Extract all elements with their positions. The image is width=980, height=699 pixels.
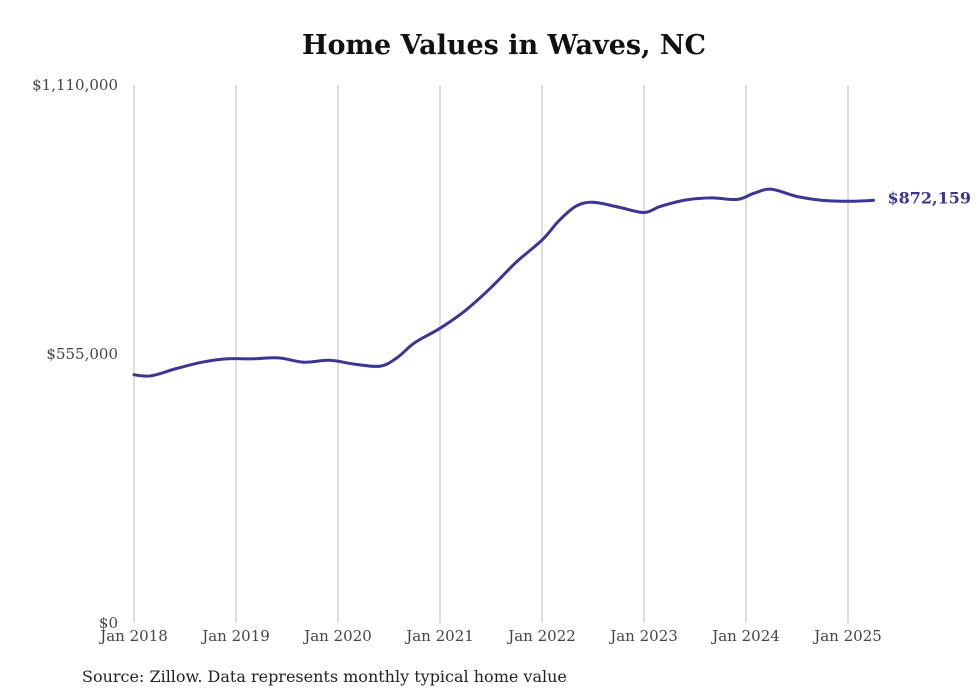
- x-tick-label: Jan 2021: [404, 627, 474, 645]
- y-axis: $0 $555,000 $1,110,000: [32, 76, 118, 632]
- y-tick-label: $0: [99, 614, 118, 632]
- chart-title: Home Values in Waves, NC: [301, 30, 707, 61]
- x-tick-label: Jan 2025: [812, 627, 882, 645]
- x-tick-label: Jan 2024: [710, 627, 780, 645]
- x-tick-label: Jan 2022: [506, 627, 576, 645]
- gridlines: [133, 85, 849, 623]
- x-tick-label: Jan 2020: [302, 627, 372, 645]
- end-value-label: $872,159: [888, 188, 972, 207]
- series-line-group: [132, 187, 875, 378]
- x-tick-label: Jan 2023: [608, 627, 678, 645]
- y-tick-label: $1,110,000: [32, 76, 118, 94]
- series-line: [132, 187, 875, 378]
- x-axis: Jan 2018 Jan 2019 Jan 2020 Jan 2021 Jan 2022…: [98, 627, 882, 645]
- end-label-group: $872,159: [888, 188, 972, 207]
- source-note: Source: Zillow. Data represents monthly …: [82, 667, 567, 686]
- x-tick-label: Jan 2018: [98, 627, 168, 645]
- y-tick-label: $555,000: [46, 345, 118, 363]
- x-tick-label: Jan 2019: [200, 627, 270, 645]
